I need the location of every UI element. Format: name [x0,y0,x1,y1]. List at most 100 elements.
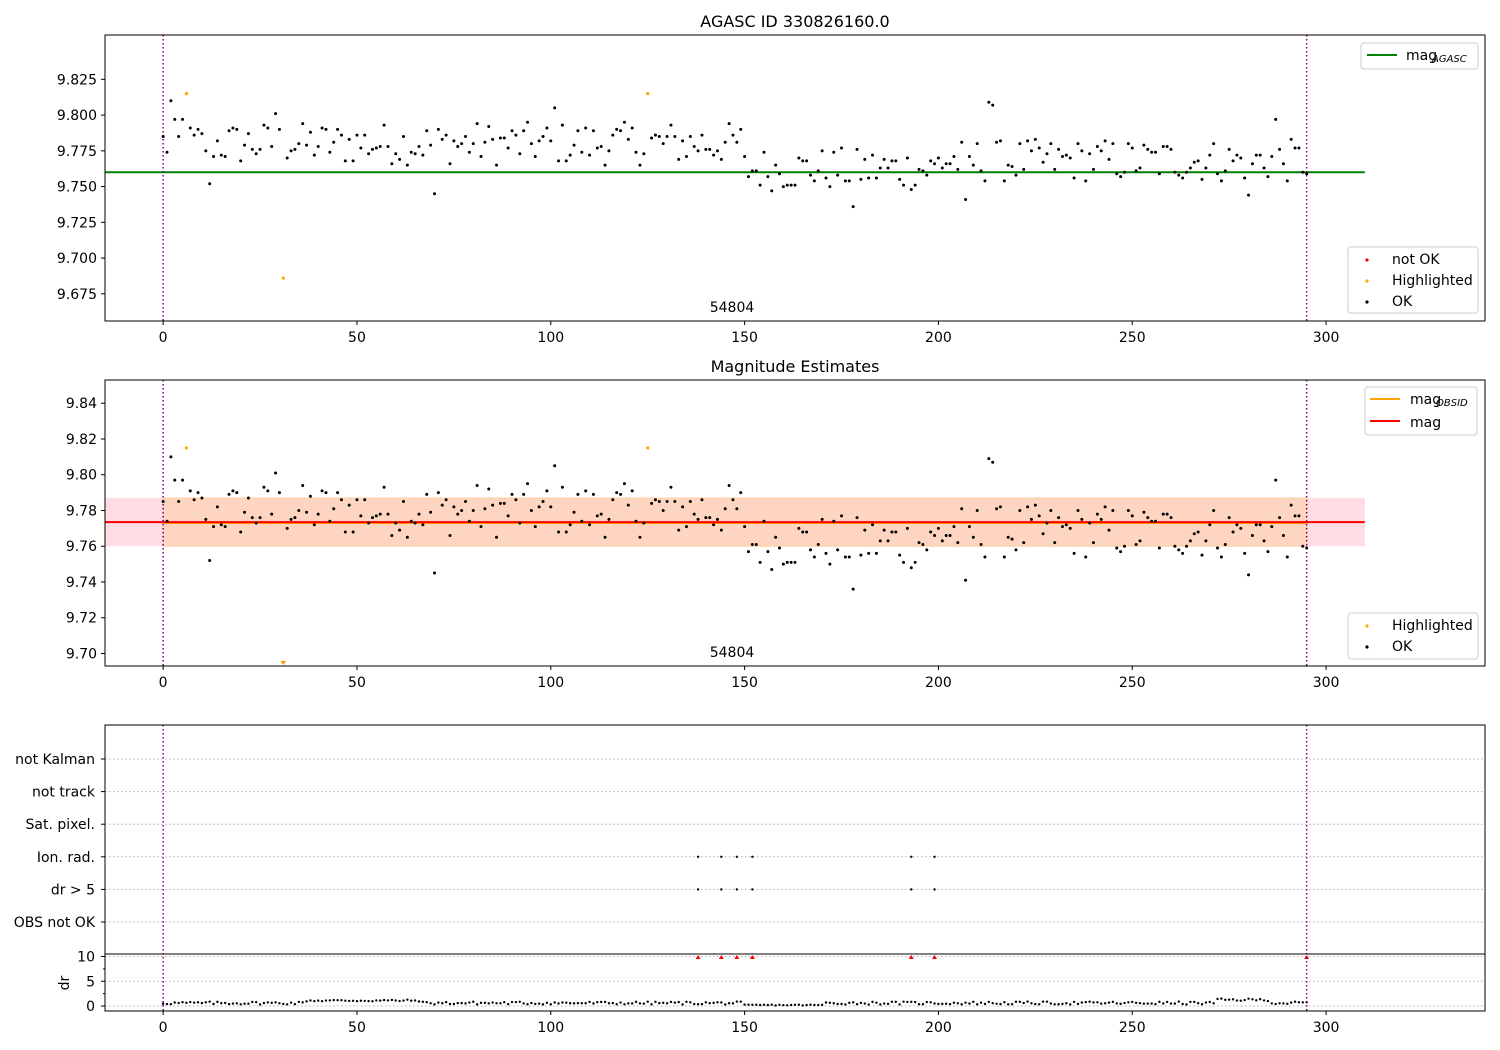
dr-point [1231,998,1235,1001]
dr-point [336,998,339,1002]
ok-point [657,500,661,504]
flags-panel: not Kalman not track Sat. pixel. Ion. rad. d… [14,724,1486,1036]
ok-point [665,135,669,139]
ok-point [227,129,231,133]
dr-point [313,999,316,1003]
ok-point [553,106,557,110]
dr-point [975,1003,979,1006]
ok-point [274,471,278,475]
ok-point [483,507,487,511]
ok-point [677,157,681,161]
flag-label: not Kalman [15,752,95,768]
ok-point [991,460,995,464]
ok-point [266,489,270,493]
ok-point [653,498,657,502]
dr-point [297,1000,301,1004]
dr-point [173,1001,176,1004]
ok-point [878,166,882,170]
estimates-legend-mag-label: mag [1410,415,1441,431]
dr-point [607,1002,611,1005]
ok-point [638,163,642,167]
estimates-axis-ticks: 0 50 100 150 200 250 300 9.70 9.72 9.74 9.76 9.78 9.… [66,396,1340,691]
x-tick-label: 200 [925,675,952,691]
flag-point [735,855,739,858]
ok-point [1006,163,1010,167]
dr-point [553,1001,556,1004]
ok-point [254,521,258,525]
dr-point [165,1002,169,1006]
estimates-plot-area [105,380,1365,666]
ok-point [801,159,805,163]
dr-point [282,1002,285,1006]
agasc-panel-title: AGASC ID 330826160.0 [700,12,889,31]
ok-point [1064,153,1068,157]
ok-point [549,505,553,509]
ok-point [308,130,312,134]
dr-point [712,1001,715,1005]
dr-point [879,1003,882,1006]
ok-point [479,155,483,159]
ok-point [1119,175,1123,179]
ok-point [332,507,336,511]
ok-point [1281,534,1285,538]
estimates-obsid-annotation: 54804 [710,645,755,661]
ok-point [754,542,758,546]
ok-point [746,550,750,554]
ok-point [1161,512,1165,516]
ok-point [576,129,580,133]
ok-point [1122,544,1126,548]
flag-point [933,855,936,858]
ok-point [1103,139,1107,143]
ok-point [541,500,545,504]
ok-point [681,139,685,143]
dr-point [941,1002,944,1006]
dr-point [1247,997,1250,1000]
ok-point [1099,149,1103,153]
dr-point [367,999,370,1003]
x-tick-label: 100 [537,675,564,691]
ok-point [1204,539,1208,543]
ok-point [332,140,336,144]
ok-point [518,152,522,156]
ok-point [266,126,270,130]
dr-point [824,1001,828,1004]
dr-point [468,1001,471,1004]
x-tick-label: 150 [731,1020,758,1036]
ok-point [347,137,351,141]
ok-point [964,578,968,582]
ok-point [382,485,386,489]
dr-point [1297,1001,1301,1004]
ok-point [638,535,642,539]
ok-point [560,123,564,127]
dr-point [1057,1003,1060,1006]
ok-point [495,163,499,167]
ok-point [777,172,781,176]
ok-point [1161,145,1165,149]
ok-point [533,525,537,529]
flag-label: not track [32,785,96,801]
ok-point [917,541,921,545]
ok-point [727,483,731,487]
ok-point [394,152,398,156]
ok-point [1095,145,1099,149]
dr-point [406,998,409,1001]
dr-point [968,1002,971,1005]
dr-point [995,1002,998,1006]
ok-point [1142,510,1146,514]
ok-point [1018,142,1022,146]
ok-point [863,157,867,161]
ok-point [479,525,483,529]
ok-point [719,528,723,532]
ok-point [169,99,173,103]
ok-point [1293,146,1297,150]
ok-point [797,526,801,530]
ok-point [1014,173,1018,177]
ok-point [537,505,541,509]
ok-point [770,189,774,193]
dr-point [828,1001,832,1005]
ok-point [851,587,855,591]
ok-point [882,157,886,161]
ok-point [432,192,436,196]
ok-point [948,162,952,166]
dr-point [972,1000,975,1004]
